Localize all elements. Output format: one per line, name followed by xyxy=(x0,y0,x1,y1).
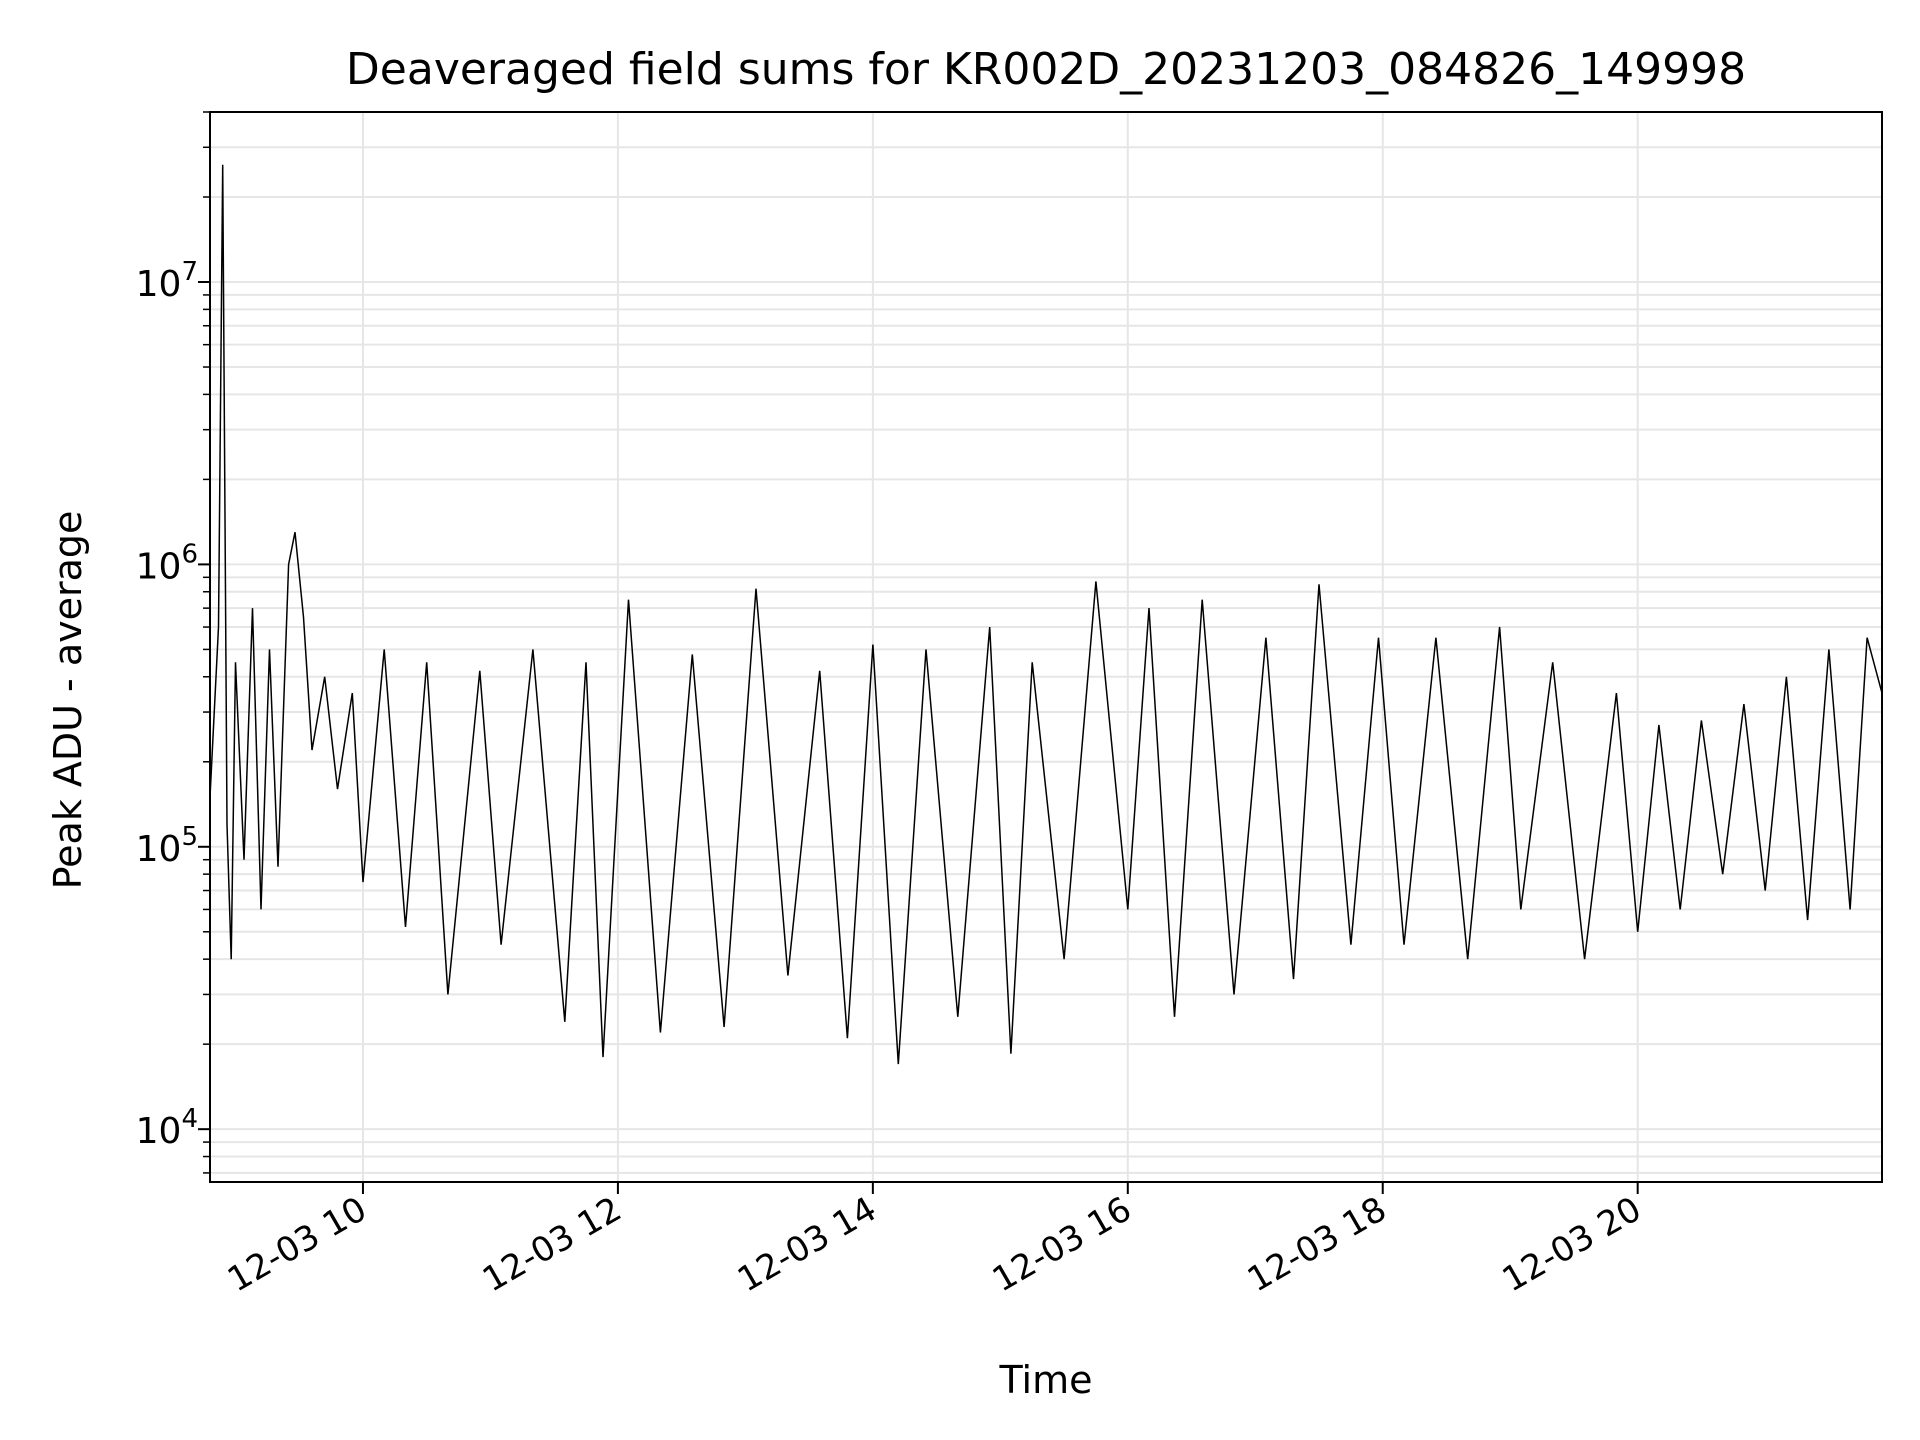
y-axis-label: Peak ADU - average xyxy=(46,510,90,890)
grid-lines xyxy=(210,111,1882,1182)
y-tick-label: 106 xyxy=(136,539,198,587)
y-tick-label: 104 xyxy=(136,1104,198,1152)
y-tick-label: 107 xyxy=(136,257,198,305)
chart-title: Deaveraged field sums for KR002D_2023120… xyxy=(345,44,1747,95)
x-axis-label: Time xyxy=(999,1358,1093,1402)
plot-frame xyxy=(209,111,1883,1183)
series-layer xyxy=(209,164,1883,1065)
series-line xyxy=(209,164,1883,1065)
y-tick-label: 105 xyxy=(136,822,198,870)
